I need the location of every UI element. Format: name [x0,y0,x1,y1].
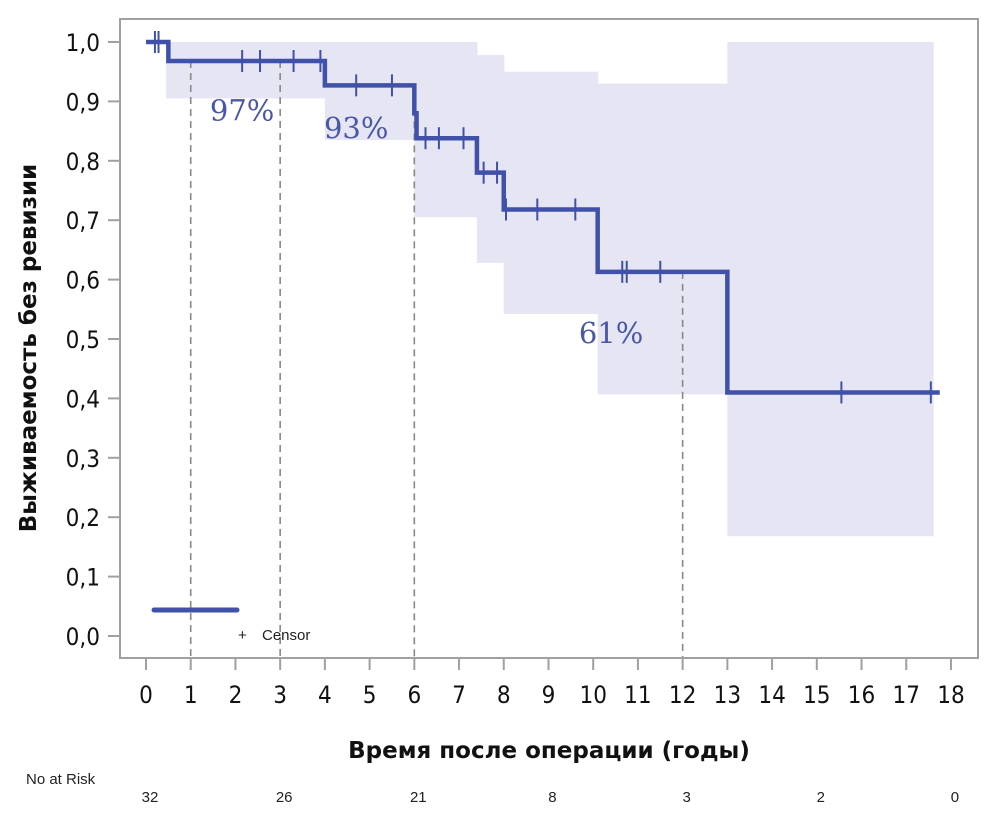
confidence-band [166,42,934,537]
y-tick-label: 0,3 [66,445,100,473]
x-tick-label: 3 [273,681,287,709]
y-tick-label: 0,2 [66,504,100,532]
y-tick-label: 0,7 [66,207,100,235]
legend: + Censor [151,607,310,644]
y-tick-label: 0,5 [66,326,100,354]
at-risk-value: 8 [548,789,556,806]
reference-lines [189,61,684,658]
y-axis-title: Выживаемость без ревизии [16,164,42,532]
x-tick-label: 4 [318,681,332,709]
survival-curve [146,39,940,395]
x-tick-label: 6 [407,681,421,709]
x-tick-label: 14 [758,681,785,709]
at-risk-label: No at Risk [26,771,96,788]
annotation-61: 61% [579,316,643,350]
at-risk-table: No at Risk 32 26 21 8 3 2 0 [26,771,959,806]
x-tick-label: 16 [848,681,875,709]
y-tick-label: 0,0 [66,623,100,651]
y-tick-label: 0,6 [66,267,100,295]
x-tick-label: 11 [624,681,651,709]
x-tick-label: 7 [452,681,466,709]
band-segment-4 [503,71,599,315]
annotations: 97% 93% 61% [210,93,643,350]
censor-marks [153,31,932,404]
at-risk-value: 3 [682,789,690,806]
x-tick-label: 1 [184,681,198,709]
at-risk-value: 21 [410,789,427,806]
y-tick-label: 0,1 [66,564,100,592]
at-risk-values: 32 26 21 8 3 2 0 [142,789,959,806]
x-tick-label: 18 [937,681,964,709]
y-axis: 0,0 0,1 0,2 0,3 0,4 0,5 0,6 0,7 0,8 0,9 1,0 [66,29,120,651]
x-tick-label: 0 [139,681,153,709]
at-risk-value: 2 [817,789,825,806]
band-segment-3 [476,55,505,263]
band-segment-0 [166,42,326,99]
y-tick-label: 0,9 [66,88,100,116]
annotation-93: 93% [324,111,388,145]
annotation-97: 97% [210,93,274,127]
legend-censor-symbol: + [238,627,247,644]
x-tick-label: 2 [229,681,243,709]
x-tick-label: 5 [363,681,377,709]
y-tick-label: 0,8 [66,148,100,176]
x-axis: 0 1 2 3 4 5 6 7 8 9 10 11 12 13 14 15 16 17 18 [139,658,965,709]
band-segment-5 [597,83,728,395]
x-tick-label: 10 [579,681,606,709]
y-tick-label: 1,0 [66,29,100,57]
band-segment-2 [414,42,478,218]
band-segment-6 [727,42,934,537]
band-segment-1 [324,42,415,141]
x-tick-label: 17 [893,681,920,709]
survival-line [146,39,940,395]
x-axis-title: Время после операции (годы) [348,738,750,764]
x-tick-label: 15 [803,681,830,709]
at-risk-value: 0 [951,789,959,806]
x-tick-label: 9 [542,681,556,709]
x-tick-label: 12 [669,681,696,709]
x-tick-label: 13 [714,681,741,709]
at-risk-value: 26 [276,789,293,806]
at-risk-value: 32 [142,789,159,806]
y-tick-label: 0,4 [66,385,100,413]
legend-censor-label: Censor [262,627,310,644]
x-tick-label: 8 [497,681,511,709]
